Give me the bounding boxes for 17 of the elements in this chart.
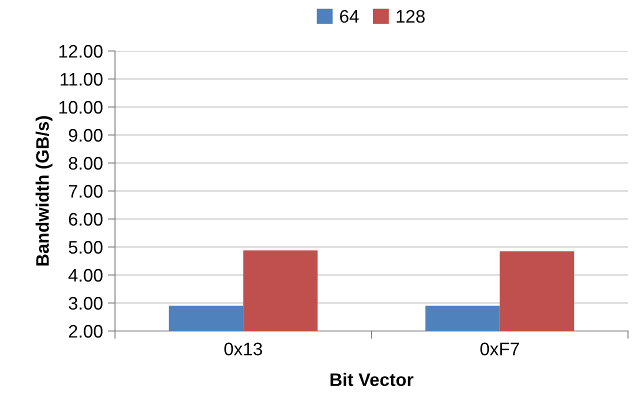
x-tick-label: 0xF7 xyxy=(480,342,519,356)
y-tick-label: 7.00 xyxy=(68,184,102,198)
y-tick-label: 6.00 xyxy=(68,212,102,226)
y-tick-label: 4.00 xyxy=(68,268,102,282)
y-tick-label: 8.00 xyxy=(68,156,102,170)
y-tick-label: 11.00 xyxy=(60,72,102,86)
legend-label: 64 xyxy=(340,10,359,23)
y-tick-label: 9.00 xyxy=(68,128,102,142)
y-tick-label: 5.00 xyxy=(68,240,102,254)
x-axis-title: Bit Vector xyxy=(330,372,414,386)
x-tick-label: 0x13 xyxy=(224,342,262,356)
y-tick-label: 12.00 xyxy=(59,44,102,58)
y-tick-label: 2.00 xyxy=(68,324,102,338)
y-tick-label: 3.00 xyxy=(68,296,102,310)
y-axis-title: Bandwidth (GB/s) xyxy=(36,116,52,266)
legend-label: 128 xyxy=(396,10,425,23)
y-tick-label: 10.00 xyxy=(59,100,102,114)
